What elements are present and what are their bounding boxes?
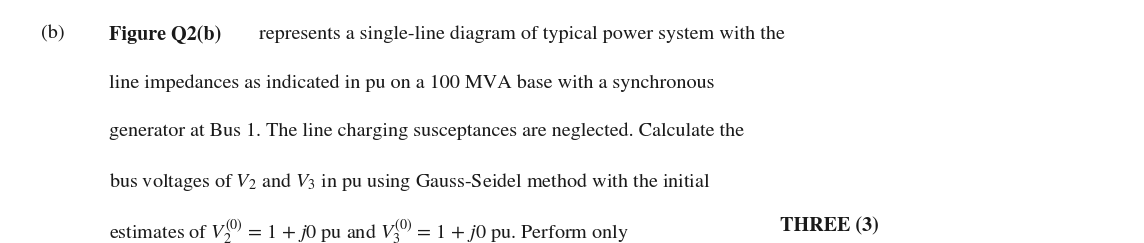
Text: represents a single-line diagram of typical power system with the: represents a single-line diagram of typi… — [254, 26, 785, 43]
Text: line impedances as indicated in pu on a 100 MVA base with a synchronous: line impedances as indicated in pu on a … — [109, 74, 714, 92]
Text: (b): (b) — [41, 26, 65, 43]
Text: estimates of $V_2^{(0)}$ = 1 + $j$0 pu and $V_3^{(0)}$ = 1 + $j$0 pu. Perform on: estimates of $V_2^{(0)}$ = 1 + $j$0 pu a… — [109, 217, 629, 243]
Text: generator at Bus 1. The line charging susceptances are neglected. Calculate the: generator at Bus 1. The line charging su… — [109, 123, 744, 140]
Text: Figure Q2(b): Figure Q2(b) — [109, 26, 221, 44]
Text: THREE (3): THREE (3) — [780, 217, 879, 236]
Text: bus voltages of $V_2$ and $V_3$ in pu using Gauss-Seidel method with the initial: bus voltages of $V_2$ and $V_3$ in pu us… — [109, 171, 710, 193]
